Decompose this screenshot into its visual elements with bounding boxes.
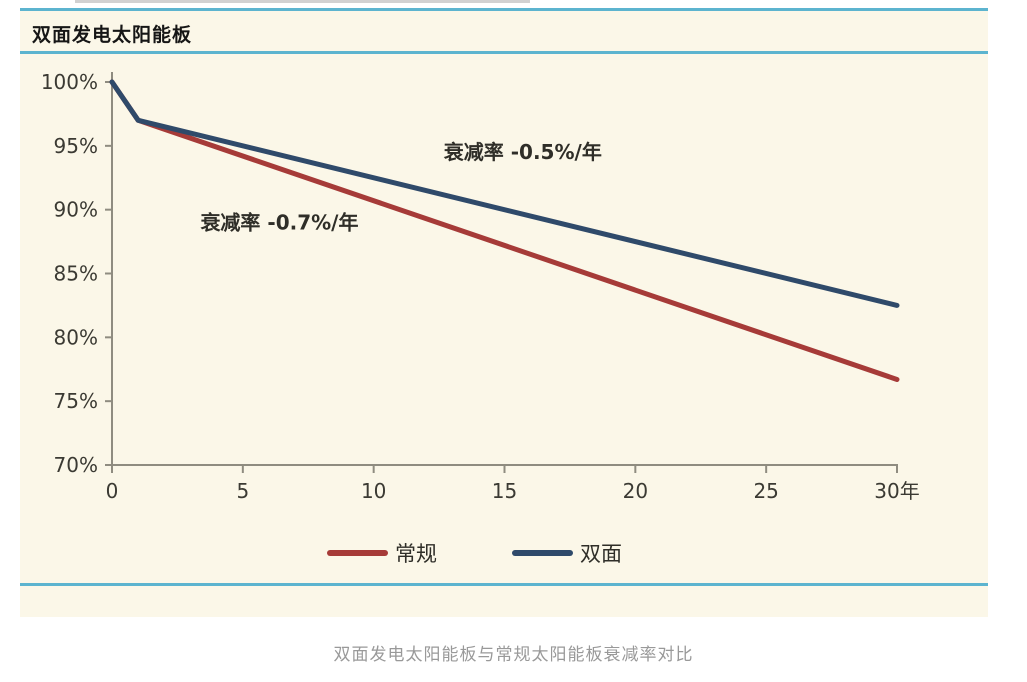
x-tick-label: 25	[753, 479, 778, 503]
top-edge-artifact-line	[75, 0, 530, 3]
card-bottom-border	[20, 583, 988, 586]
x-tick-label: 30年	[874, 479, 919, 503]
chart-title: 双面发电太阳能板	[32, 24, 193, 46]
degradation-line-chart: 100% 95% 90% 85% 80% 75% 70% 0 5 10 15 20 25 30年 衰减率 -…	[41, 70, 920, 566]
chart-card: 双面发电太阳能板 100% 95% 90% 85% 80% 75% 70% 0 5 10 15 20 2…	[20, 8, 988, 617]
x-tick-label: 0	[106, 479, 119, 503]
y-tick-label: 100%	[41, 70, 98, 94]
x-tick-label: 10	[361, 479, 386, 503]
annotation-双面: 衰减率 -0.5%/年	[443, 140, 602, 164]
y-tick-label: 85%	[54, 262, 98, 286]
y-tick-label: 75%	[54, 389, 98, 413]
figure-caption: 双面发电太阳能板与常规太阳能板衰减率对比	[333, 645, 694, 665]
x-tick-label: 15	[492, 479, 517, 503]
series-line-双面	[109, 79, 900, 308]
y-tick-label: 90%	[54, 198, 98, 222]
legend-label-双面: 双面	[580, 542, 622, 566]
y-tick-label: 95%	[54, 134, 98, 158]
x-tick-label: 20	[623, 479, 648, 503]
card-top-border	[20, 8, 988, 11]
y-tick-label: 80%	[54, 325, 98, 349]
legend-label-常规: 常规	[395, 542, 437, 566]
y-tick-label: 70%	[54, 453, 98, 477]
x-tick-label: 5	[236, 479, 249, 503]
annotation-常规: 衰减率 -0.7%/年	[199, 210, 358, 234]
title-underline	[20, 51, 988, 54]
